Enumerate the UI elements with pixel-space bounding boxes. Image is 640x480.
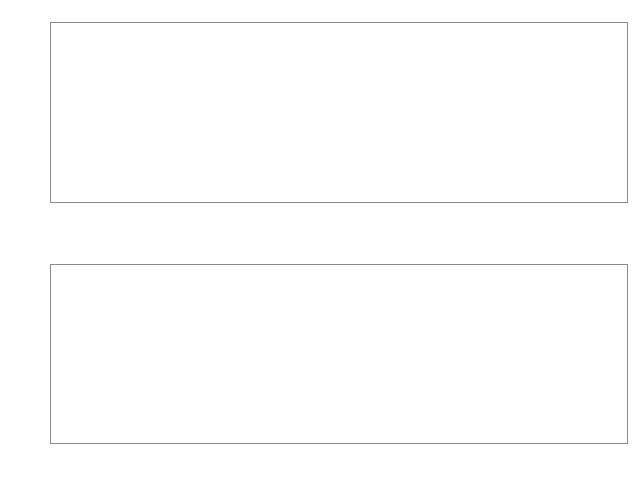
bottom-plot-area (50, 264, 628, 444)
top-chart-canvas (50, 22, 628, 203)
top-x-axis-ticks (50, 205, 628, 221)
top-chart-panel (50, 22, 628, 203)
bottom-x-axis-ticks (50, 446, 628, 462)
bottom-chart-canvas (50, 264, 628, 444)
bottom-y-axis-ticks (18, 264, 44, 444)
top-y-axis-ticks (18, 22, 44, 203)
bottom-chart-panel (50, 264, 628, 444)
top-plot-area (50, 22, 628, 203)
